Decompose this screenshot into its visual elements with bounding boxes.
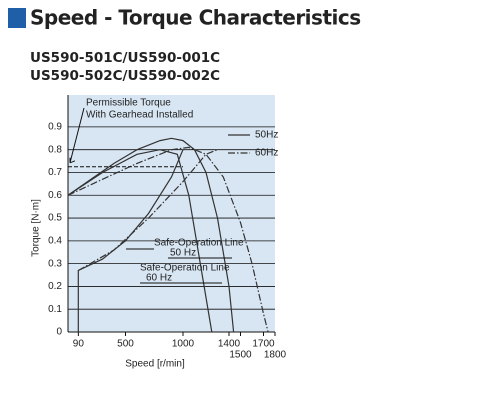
annotation: 50 Hz (170, 248, 196, 259)
annotation: Safe-Operation Line (140, 263, 230, 274)
curve (67, 146, 269, 333)
y-tick-label: 0.9 (48, 122, 62, 133)
y-tick-label: 0 (56, 327, 62, 338)
model-line: US590-502C/US590-002C (30, 68, 220, 84)
x-tick-label: 500 (117, 339, 134, 350)
plot-area (68, 95, 275, 332)
annotation: With Gearhead Installed (86, 110, 193, 121)
curve (67, 137, 235, 333)
page-title: Speed - Torque Characteristics (30, 6, 361, 30)
x-tick-label: 1500 (229, 350, 252, 361)
y-tick-label: 0.2 (48, 281, 62, 292)
y-tick-label: 0.8 (48, 144, 62, 155)
title-marker (8, 8, 26, 28)
x-tick-label: 1800 (264, 350, 287, 361)
y-tick-label: 0.1 (48, 304, 62, 315)
curve (78, 149, 218, 272)
x-tick-label: 1400 (218, 339, 241, 350)
curve (67, 149, 213, 333)
leader (69, 157, 76, 164)
x-tick-label: 1700 (252, 339, 275, 350)
y-tick-label: 0.6 (48, 190, 62, 201)
leader (69, 107, 85, 163)
y-axis-label: Torque [N·m] (31, 199, 42, 257)
legend-label: 50Hz (255, 130, 278, 141)
x-axis-label: Speed [r/min] (125, 359, 185, 370)
legend-label: 60Hz (255, 148, 278, 159)
x-tick-label: 90 (73, 339, 85, 350)
x-tick-label: 1000 (172, 339, 195, 350)
annotation: 60 Hz (146, 273, 172, 284)
annotation: Safe-Operation Line (154, 238, 244, 249)
y-tick-label: 0.5 (48, 213, 62, 224)
y-tick-label: 0.4 (48, 235, 62, 246)
annotation: Permissible Torque (86, 98, 171, 109)
model-line: US590-501C/US590-001C (30, 50, 220, 66)
y-tick-label: 0.7 (48, 167, 62, 178)
y-tick-label: 0.3 (48, 258, 62, 269)
